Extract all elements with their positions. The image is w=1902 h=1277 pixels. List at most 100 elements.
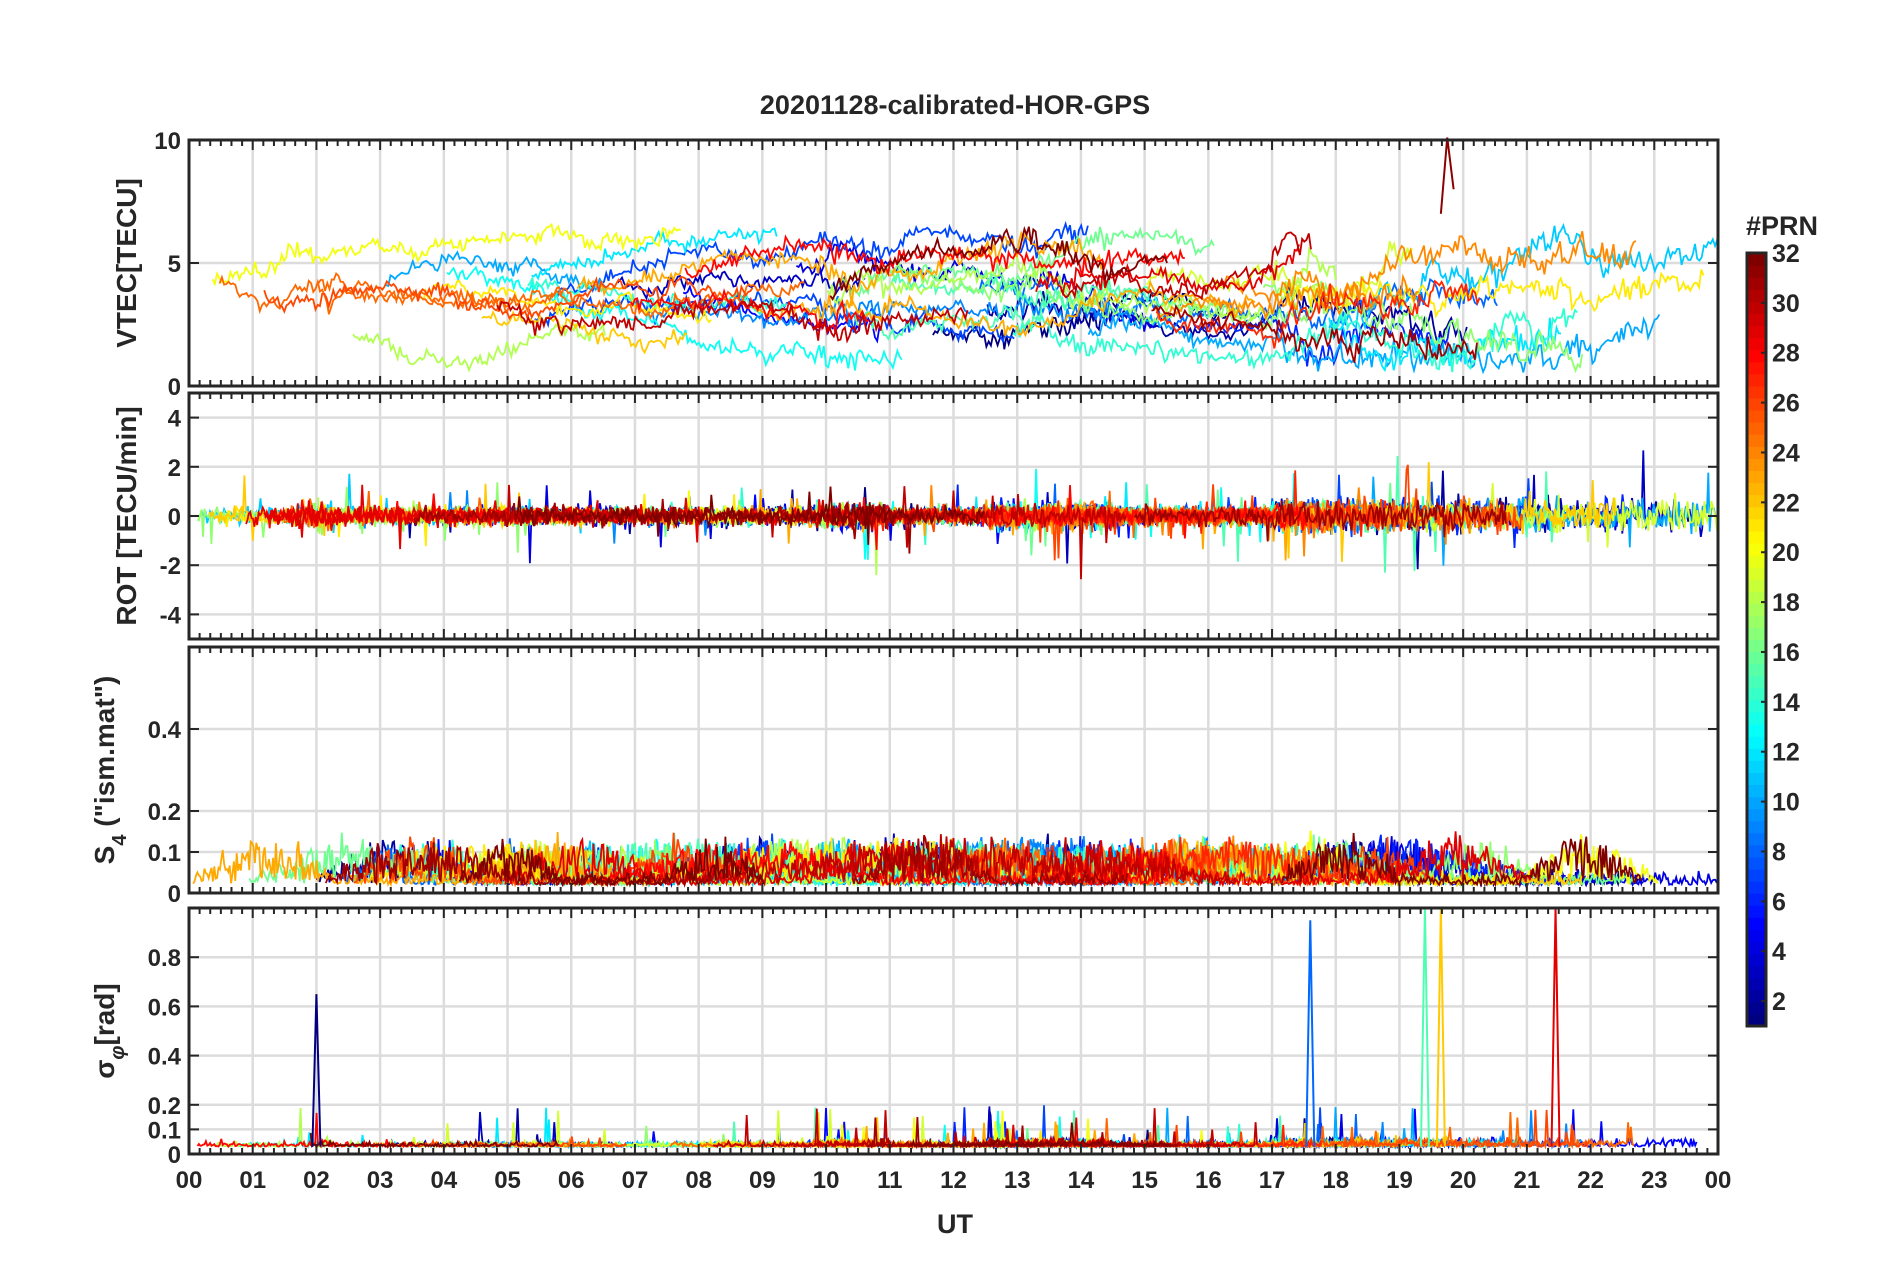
series-line-prn-24 [1155, 231, 1637, 322]
vtec-ytick-labels: 0 5 10 [154, 128, 181, 401]
x-axis-label: UT [937, 1209, 973, 1239]
colorbar-stripe [1747, 893, 1766, 906]
colorbar-tick-label: 30 [1772, 290, 1800, 318]
x-tick-label: 03 [367, 1167, 394, 1194]
colorbar-stripe [1747, 349, 1766, 363]
rot-ytick-labels: -4 -2 0 2 4 [160, 406, 182, 630]
figure-title: 20201128-calibrated-HOR-GPS [760, 90, 1150, 120]
series-line-prn-32 [515, 486, 986, 545]
colorbar-stripe [1747, 977, 1766, 991]
colorbar-stripe [1747, 530, 1766, 544]
y-tick-label: 0 [168, 881, 181, 908]
series-spike [1305, 920, 1316, 1147]
colorbar-tick-label: 10 [1772, 789, 1800, 817]
y-tick-label: 0 [168, 1142, 181, 1169]
rot-panel: -4 -2 0 2 4 ROT [TECU/min] [111, 391, 1720, 641]
x-tick-label: 01 [239, 1167, 266, 1194]
colorbar-title: #PRN [1746, 211, 1818, 241]
colorbar-stripe [1747, 422, 1766, 435]
colorbar-tick-label: 4 [1772, 938, 1786, 966]
series-line-prn-32 [458, 832, 1642, 888]
y-tick-label: 0.4 [148, 1044, 182, 1071]
vtec-series [211, 137, 1719, 375]
colorbar-stripe [1747, 325, 1766, 339]
colorbar-stripe [1747, 989, 1766, 1003]
y-tick-label: 0 [168, 374, 181, 401]
colorbar-stripe [1747, 953, 1766, 967]
colorbar-stripe [1747, 265, 1766, 278]
y-tick-label: 0.1 [148, 840, 181, 867]
colorbar-stripe [1747, 591, 1766, 604]
x-tick-label: 23 [1641, 1167, 1668, 1194]
s4-ylabel: S4 ("ism.mat") [89, 676, 131, 865]
colorbar-stripe [1747, 554, 1766, 568]
colorbar-stripe [1747, 929, 1766, 943]
colorbar-stripe [1747, 518, 1766, 532]
colorbar-stripe [1747, 337, 1766, 351]
colorbar-stripe [1747, 1013, 1766, 1027]
sigma-phi-ytick-labels: 00.10.2 0.4 0.6 0.8 [148, 945, 182, 1169]
sigma-phi-ylabel: σφ[rad] [89, 983, 129, 1078]
colorbar-stripe [1747, 699, 1766, 713]
colorbar-stripe [1747, 675, 1766, 689]
x-tick-label: 12 [940, 1167, 967, 1194]
x-tick-label: 21 [1514, 1167, 1541, 1194]
x-tick-label: 15 [1131, 1167, 1158, 1194]
x-tick-label: 06 [558, 1167, 585, 1194]
s4-ytick-labels: 0 0.1 0.2 0.4 [148, 717, 182, 908]
series-line-prn-26 [263, 275, 754, 321]
colorbar-tick-label: 24 [1772, 439, 1800, 467]
colorbar-tick-label: 20 [1772, 539, 1800, 567]
colorbar-stripe [1747, 301, 1766, 314]
y-tick-label: 4 [168, 406, 182, 433]
colorbar-stripe [1747, 724, 1766, 737]
y-tick-label: 0.8 [148, 945, 181, 972]
colorbar-stripe [1747, 506, 1766, 520]
x-tick-label: 08 [685, 1167, 712, 1194]
colorbar-tick-label: 2 [1772, 988, 1786, 1016]
colorbar-stripe [1747, 253, 1766, 266]
series-line-prn-15 [853, 271, 1211, 341]
colorbar-stripe [1747, 313, 1766, 327]
colorbar-stripe [1747, 881, 1766, 894]
x-tick-label: 05 [494, 1167, 521, 1194]
x-tick-label: 20 [1450, 1167, 1477, 1194]
series-line-prn-29 [1035, 244, 1300, 297]
colorbar-stripe [1747, 373, 1766, 387]
s4-ticks [188, 647, 1719, 894]
colorbar-stripe [1747, 663, 1766, 677]
sigma-phi-grid [189, 908, 1718, 1154]
vtec-panel: 0 5 10 VTEC[TECU] [111, 128, 1720, 401]
x-tick-label: 00 [1705, 1167, 1732, 1194]
y-tick-label: 0.2 [148, 799, 181, 826]
colorbar-stripe [1747, 772, 1766, 786]
sigma-phi-series [196, 907, 1698, 1151]
colorbar-stripe [1747, 748, 1766, 761]
colorbar-stripe [1747, 567, 1766, 580]
y-tick-label: -2 [160, 553, 181, 580]
colorbar-stripe [1747, 1001, 1766, 1015]
x-tick-label: 10 [813, 1167, 840, 1194]
x-tick-labels: 00 01 02 03 04 05 06 07 08 09 10 11 12 13 14 15 16 17 18 19… [176, 1167, 1732, 1194]
colorbar-tick-label: 8 [1772, 838, 1786, 866]
series-spike [311, 994, 322, 1147]
colorbar-stripe [1747, 868, 1766, 882]
colorbar-tick-label: 26 [1772, 390, 1800, 418]
x-tick-label: 19 [1386, 1167, 1413, 1194]
colorbar-stripe [1747, 494, 1766, 508]
colorbar-stripe [1747, 941, 1766, 955]
colorbar-stripe [1747, 905, 1766, 918]
series-line-prn-23 [192, 832, 621, 888]
colorbar-stripe [1747, 410, 1766, 423]
y-tick-label: 0.4 [148, 717, 182, 744]
colorbar-stripe [1747, 446, 1766, 459]
colorbar-stripe [1747, 832, 1766, 846]
colorbar-tick-label: 32 [1772, 240, 1800, 268]
colorbar-tick-label: 16 [1772, 639, 1800, 667]
x-tick-label: 07 [622, 1167, 649, 1194]
colorbar-stripe [1747, 542, 1766, 556]
colorbar-stripe [1747, 965, 1766, 979]
colorbar-tick-label: 12 [1772, 739, 1800, 767]
